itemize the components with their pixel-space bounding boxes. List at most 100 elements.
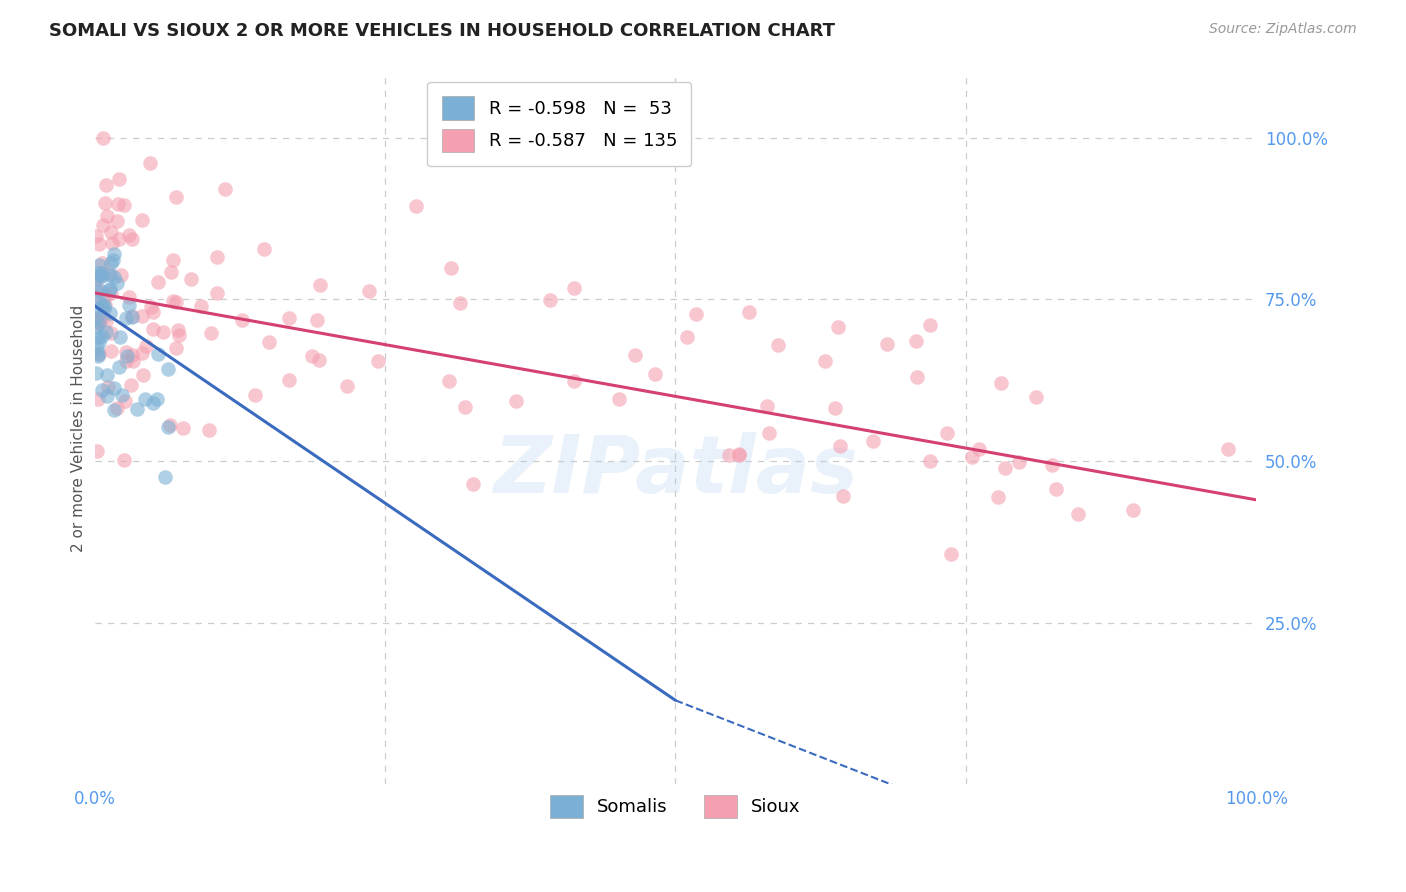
- Point: [156, 419, 179, 434]
- Point: [862, 434, 884, 449]
- Point: [120, 378, 142, 392]
- Point: [148, 275, 170, 289]
- Point: [301, 349, 323, 363]
- Point: [138, 156, 160, 170]
- Point: [644, 367, 666, 381]
- Point: [94, 314, 117, 328]
- Point: [876, 336, 898, 351]
- Point: [624, 348, 647, 362]
- Point: [141, 301, 163, 315]
- Point: [134, 392, 156, 407]
- Point: [367, 353, 389, 368]
- Point: [87, 392, 110, 406]
- Point: [814, 354, 837, 368]
- Point: [207, 250, 229, 264]
- Point: [257, 334, 280, 349]
- Point: [308, 353, 330, 368]
- Point: [200, 326, 222, 341]
- Point: [278, 311, 301, 326]
- Point: [1025, 390, 1047, 404]
- Point: [97, 284, 120, 298]
- Point: [941, 547, 963, 561]
- Point: [827, 320, 849, 334]
- Point: [90, 268, 112, 283]
- Point: [91, 256, 114, 270]
- Point: [87, 335, 110, 350]
- Point: [172, 421, 194, 435]
- Point: [101, 235, 124, 250]
- Point: [357, 284, 380, 298]
- Point: [111, 387, 134, 401]
- Point: [87, 349, 110, 363]
- Point: [253, 242, 276, 256]
- Point: [718, 448, 741, 462]
- Point: [100, 326, 122, 340]
- Point: [103, 382, 125, 396]
- Point: [86, 341, 108, 355]
- Point: [87, 296, 110, 310]
- Point: [454, 401, 477, 415]
- Point: [405, 198, 427, 212]
- Text: Source: ZipAtlas.com: Source: ZipAtlas.com: [1209, 22, 1357, 37]
- Point: [90, 311, 112, 326]
- Legend: Somalis, Sioux: Somalis, Sioux: [543, 788, 808, 825]
- Point: [1067, 508, 1090, 522]
- Point: [112, 453, 135, 467]
- Point: [105, 401, 128, 416]
- Point: [121, 348, 143, 362]
- Y-axis label: 2 or more Vehicles in Household: 2 or more Vehicles in Household: [72, 305, 86, 552]
- Point: [86, 444, 108, 458]
- Point: [91, 131, 114, 145]
- Point: [960, 450, 983, 465]
- Point: [118, 290, 141, 304]
- Point: [131, 213, 153, 227]
- Point: [766, 338, 789, 352]
- Point: [90, 329, 112, 343]
- Point: [86, 347, 108, 361]
- Point: [1122, 503, 1144, 517]
- Point: [96, 210, 118, 224]
- Point: [305, 313, 328, 327]
- Point: [146, 347, 169, 361]
- Point: [103, 403, 125, 417]
- Point: [87, 330, 110, 344]
- Point: [162, 293, 184, 308]
- Point: [162, 252, 184, 267]
- Text: ZIPatlas: ZIPatlas: [494, 433, 858, 510]
- Point: [84, 310, 107, 325]
- Point: [562, 281, 585, 295]
- Point: [89, 258, 111, 272]
- Point: [685, 307, 707, 321]
- Point: [145, 392, 167, 406]
- Point: [105, 276, 128, 290]
- Point: [607, 392, 630, 407]
- Point: [89, 269, 111, 284]
- Point: [89, 236, 111, 251]
- Point: [125, 402, 148, 417]
- Point: [94, 287, 117, 301]
- Point: [824, 401, 846, 416]
- Point: [165, 190, 187, 204]
- Point: [94, 298, 117, 312]
- Point: [84, 310, 107, 325]
- Point: [828, 439, 851, 453]
- Point: [214, 182, 236, 196]
- Point: [91, 266, 114, 280]
- Point: [198, 423, 221, 437]
- Point: [167, 323, 190, 337]
- Point: [967, 442, 990, 456]
- Point: [121, 310, 143, 324]
- Point: [86, 301, 108, 315]
- Point: [904, 334, 927, 348]
- Point: [100, 285, 122, 300]
- Point: [538, 293, 561, 307]
- Point: [115, 344, 138, 359]
- Point: [142, 322, 165, 336]
- Point: [110, 268, 132, 282]
- Point: [207, 285, 229, 300]
- Point: [86, 315, 108, 329]
- Point: [114, 311, 136, 326]
- Point: [993, 461, 1015, 475]
- Point: [84, 228, 107, 243]
- Point: [89, 347, 111, 361]
